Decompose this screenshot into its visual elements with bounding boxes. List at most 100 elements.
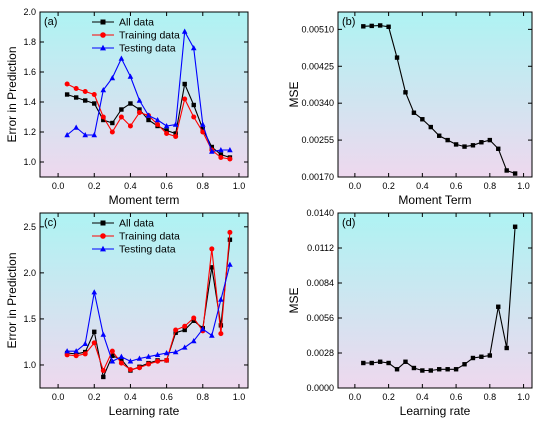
data-point xyxy=(145,112,152,118)
data-point xyxy=(487,353,493,358)
data-point xyxy=(82,351,88,357)
data-point xyxy=(227,261,233,267)
y-tick-label: 0.00425 xyxy=(301,61,334,71)
data-point xyxy=(127,367,133,373)
x-axis-title: Learning rate xyxy=(400,404,471,418)
data-point xyxy=(127,123,133,129)
data-point xyxy=(154,117,161,123)
data-point xyxy=(209,265,215,270)
data-point xyxy=(100,114,106,120)
data-point xyxy=(199,326,206,332)
x-tick-label: 0.4 xyxy=(416,392,429,402)
x-tick-label: 0.0 xyxy=(52,392,65,402)
data-point xyxy=(227,156,233,162)
data-point xyxy=(191,315,197,321)
legend-label: Testing data xyxy=(119,43,176,55)
data-point xyxy=(155,358,161,364)
data-point xyxy=(101,117,106,123)
data-point xyxy=(100,368,106,373)
data-point xyxy=(512,224,518,229)
y-tick-label: 0.0000 xyxy=(306,383,334,393)
data-point xyxy=(119,107,124,112)
data-point xyxy=(181,28,188,34)
panel-label: (d) xyxy=(342,217,355,229)
data-point xyxy=(109,129,115,135)
y-tick-label: 0.0028 xyxy=(306,348,334,358)
y-tick-label: 0.00255 xyxy=(301,135,334,145)
x-tick-label: 1.0 xyxy=(517,181,530,191)
data-point xyxy=(361,24,366,29)
panel-c: 0.0 0.2 0.4 0.6 0.8 1.0 1.0 1.5 2.0 2.5 Learning r… xyxy=(5,212,249,418)
data-point xyxy=(453,367,459,372)
data-point xyxy=(164,357,170,363)
legend-marker xyxy=(100,245,106,252)
data-point xyxy=(479,140,484,145)
data-point xyxy=(504,345,509,351)
data-point xyxy=(128,101,133,106)
x-tick-label: 0.0 xyxy=(349,392,362,402)
y-axis-title: MSE xyxy=(287,287,301,313)
data-point xyxy=(73,348,79,354)
legend-label: All data xyxy=(119,17,154,29)
data-point xyxy=(118,114,124,120)
x-tick-label: 0.8 xyxy=(484,392,497,402)
data-point xyxy=(137,107,142,112)
data-point xyxy=(190,338,197,344)
data-point xyxy=(437,367,442,372)
legend-label: Training data xyxy=(119,231,180,243)
data-point xyxy=(119,357,124,362)
data-point xyxy=(136,110,142,115)
data-point xyxy=(420,117,425,122)
data-point xyxy=(64,81,70,87)
data-point xyxy=(227,147,233,153)
data-point xyxy=(91,289,98,295)
data-point xyxy=(109,75,116,81)
data-point xyxy=(164,128,169,133)
data-point xyxy=(109,348,115,354)
data-point xyxy=(369,23,374,29)
plot-area xyxy=(39,212,249,389)
x-tick-label: 0.8 xyxy=(197,392,210,402)
legend-marker xyxy=(100,44,106,51)
data-point xyxy=(163,350,170,356)
x-tick-label: 1.0 xyxy=(233,181,246,191)
y-axis-title: MSE xyxy=(287,81,301,107)
y-tick-label: 1.4 xyxy=(23,97,36,107)
x-tick-label: 0.6 xyxy=(160,181,173,191)
x-tick-label: 0.8 xyxy=(484,181,497,191)
data-point xyxy=(200,126,205,132)
data-point xyxy=(377,359,383,364)
data-point xyxy=(227,229,233,235)
data-point xyxy=(146,361,152,367)
data-point xyxy=(64,132,70,138)
data-point xyxy=(462,362,467,367)
y-tick-label: 1.5 xyxy=(23,314,36,324)
x-tick-label: 0.2 xyxy=(88,392,101,402)
y-tick-label: 0.0056 xyxy=(306,313,334,323)
data-point xyxy=(218,331,224,337)
x-tick-label: 0.6 xyxy=(160,392,173,402)
x-tick-label: 0.4 xyxy=(124,181,137,191)
data-point xyxy=(218,296,224,302)
data-point xyxy=(420,368,425,373)
data-point xyxy=(118,360,124,366)
x-tick-label: 1.0 xyxy=(517,392,530,402)
x-tick-label: 0.6 xyxy=(450,181,463,191)
panel-b: 0.0 0.2 0.4 0.6 0.8 1.0 0.00170 0.00255 0.00340 0… xyxy=(287,11,533,207)
x-tick-label: 0.2 xyxy=(382,392,395,402)
data-point xyxy=(136,355,143,361)
y-tick-label: 0.0112 xyxy=(307,243,334,253)
y-tick-label: 2.0 xyxy=(23,7,36,17)
data-point xyxy=(136,97,143,103)
data-point xyxy=(182,96,188,102)
data-point xyxy=(218,147,224,153)
data-point xyxy=(163,123,170,129)
x-tick-label: 1.0 xyxy=(233,392,246,402)
data-point xyxy=(394,55,400,60)
data-point xyxy=(118,353,125,359)
legend-label: All data xyxy=(119,218,154,230)
data-point xyxy=(92,101,97,106)
data-point xyxy=(428,124,433,130)
data-point xyxy=(146,117,151,123)
